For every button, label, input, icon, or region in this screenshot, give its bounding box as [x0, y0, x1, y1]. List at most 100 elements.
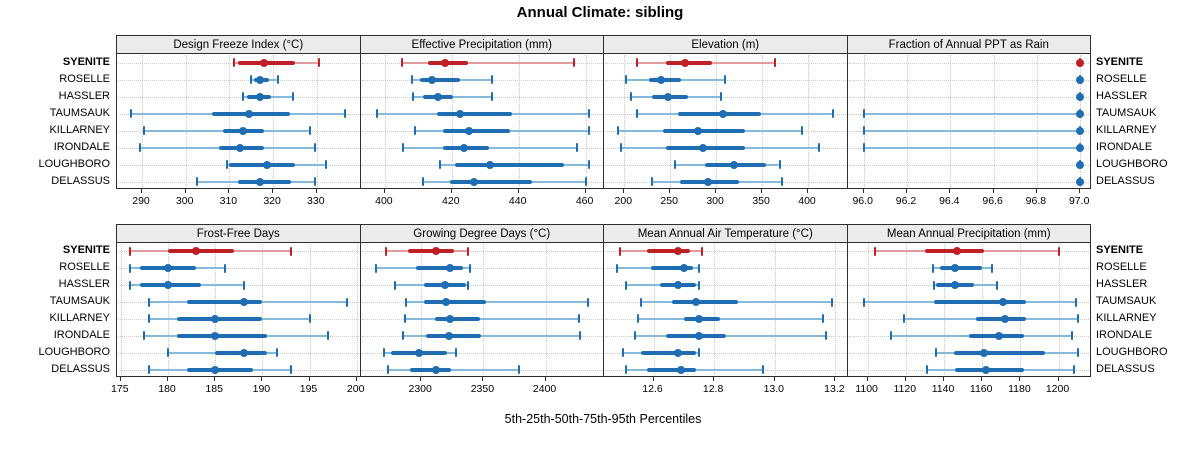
whisker-cap	[467, 280, 470, 290]
whisker-cap	[467, 246, 470, 256]
vertical-gridline	[982, 244, 984, 376]
panel-plot-area	[359, 242, 604, 377]
vertical-gridline	[356, 244, 359, 376]
whisker-cap	[402, 143, 405, 152]
interquartile-bar-25-75	[665, 60, 713, 65]
whisker-cap	[223, 263, 226, 273]
axis-tick-label: 2400	[532, 383, 557, 395]
chart-title: Annual Climate: sibling	[516, 4, 684, 21]
axis-tick	[904, 377, 906, 381]
axis-tick	[949, 189, 951, 193]
whisker-cap	[414, 126, 416, 135]
whisker-cap	[572, 58, 575, 67]
interquartile-bar-25-75	[434, 316, 480, 321]
interquartile-bar-25-75	[641, 350, 696, 355]
vertical-gridline	[774, 244, 777, 376]
median-dot	[1076, 92, 1085, 101]
whisker-cap	[468, 263, 471, 273]
site-label-left: LOUGHBORO	[38, 345, 110, 358]
site-label-left: TAUMSAUK	[49, 106, 110, 119]
whisker-cap	[800, 126, 803, 135]
whisker-cap	[318, 58, 320, 67]
axis-tick-label: 96.0	[852, 195, 873, 207]
interquartile-bar-25-75	[455, 162, 564, 167]
whisker-cap	[831, 109, 834, 118]
median-dot	[953, 247, 962, 256]
axis-tick	[119, 377, 121, 381]
whisker-cap	[439, 160, 442, 169]
whisker-cap	[587, 109, 590, 118]
whisker-cap	[130, 109, 133, 118]
whisker-cap	[291, 92, 294, 101]
axis-tick	[623, 189, 625, 193]
vertical-gridline	[168, 244, 170, 376]
median-dot	[262, 160, 271, 169]
whisker-cap	[344, 109, 347, 118]
interquartile-bar-25-75	[186, 367, 253, 372]
median-dot	[239, 348, 248, 357]
median-dot	[444, 331, 453, 340]
vertical-gridline	[451, 55, 454, 188]
axis-tick-label: 13.2	[824, 383, 845, 395]
whisker-cap	[587, 160, 590, 169]
axis-tick	[450, 189, 452, 193]
vertical-gridline	[483, 244, 485, 376]
whisker-cap	[490, 92, 493, 101]
vertical-gridline	[863, 55, 866, 188]
whisker-cap	[1074, 297, 1077, 307]
median-dot	[256, 177, 264, 186]
percentiles-footnote: 5th-25th-50th-75th-95th Percentiles	[504, 412, 702, 426]
median-dot	[951, 264, 960, 273]
axis-tick-label: 300	[706, 195, 724, 207]
whisker-line-5-95	[403, 146, 578, 149]
median-dot	[164, 281, 172, 290]
axis-tick-label: 96.2	[895, 195, 917, 207]
interquartile-bar-25-75	[647, 249, 690, 254]
whisker-cap	[778, 160, 781, 169]
interquartile-bar-25-75	[410, 367, 451, 372]
whisker-cap	[382, 348, 385, 358]
whisker-cap	[781, 177, 784, 186]
vertical-gridline	[421, 244, 423, 376]
whisker-cap	[625, 280, 628, 290]
whisker-cap	[637, 314, 640, 324]
site-label-right: ROSELLE	[1096, 261, 1147, 274]
median-dot	[1076, 58, 1085, 67]
horizontal-gridline	[605, 268, 847, 270]
axis-tick	[482, 377, 484, 381]
median-dot	[691, 298, 700, 307]
horizontal-gridline	[605, 251, 847, 253]
site-label-right: KILLARNEY	[1096, 123, 1157, 136]
axis-tick	[1019, 377, 1021, 381]
site-label-left: ROSELLE	[59, 72, 110, 85]
axis-tick	[773, 377, 775, 381]
median-dot	[442, 298, 451, 307]
median-dot	[673, 348, 682, 357]
whisker-cap	[401, 331, 404, 341]
whisker-cap	[773, 58, 776, 67]
whisker-cap	[309, 126, 312, 135]
median-dot	[211, 365, 220, 374]
panel-header: Fraction of Annual PPT as Rain	[846, 35, 1091, 54]
median-dot	[1076, 177, 1085, 186]
horizontal-gridline	[361, 352, 604, 355]
interquartile-bar-25-75	[443, 128, 511, 133]
site-label-left: HASSLER	[58, 89, 110, 102]
vertical-gridline	[585, 55, 588, 188]
site-label-left: TAUMSAUK	[49, 295, 110, 308]
whisker-cap	[289, 246, 292, 256]
whisker-line-5-95	[635, 334, 827, 337]
vertical-gridline	[653, 244, 656, 376]
median-dot	[999, 298, 1008, 307]
axis-tick-label: 290	[132, 195, 150, 207]
whisker-cap	[276, 75, 279, 84]
whisker-cap	[289, 365, 292, 375]
whisker-cap	[346, 297, 349, 307]
median-dot	[440, 281, 449, 290]
interquartile-bar-25-75	[426, 333, 481, 338]
axis-tick-label: 400	[798, 195, 816, 207]
whisker-cap	[724, 75, 727, 84]
axis-tick-label: 190	[252, 383, 271, 395]
median-dot	[445, 314, 454, 323]
axis-tick-label: 1100	[855, 383, 878, 395]
